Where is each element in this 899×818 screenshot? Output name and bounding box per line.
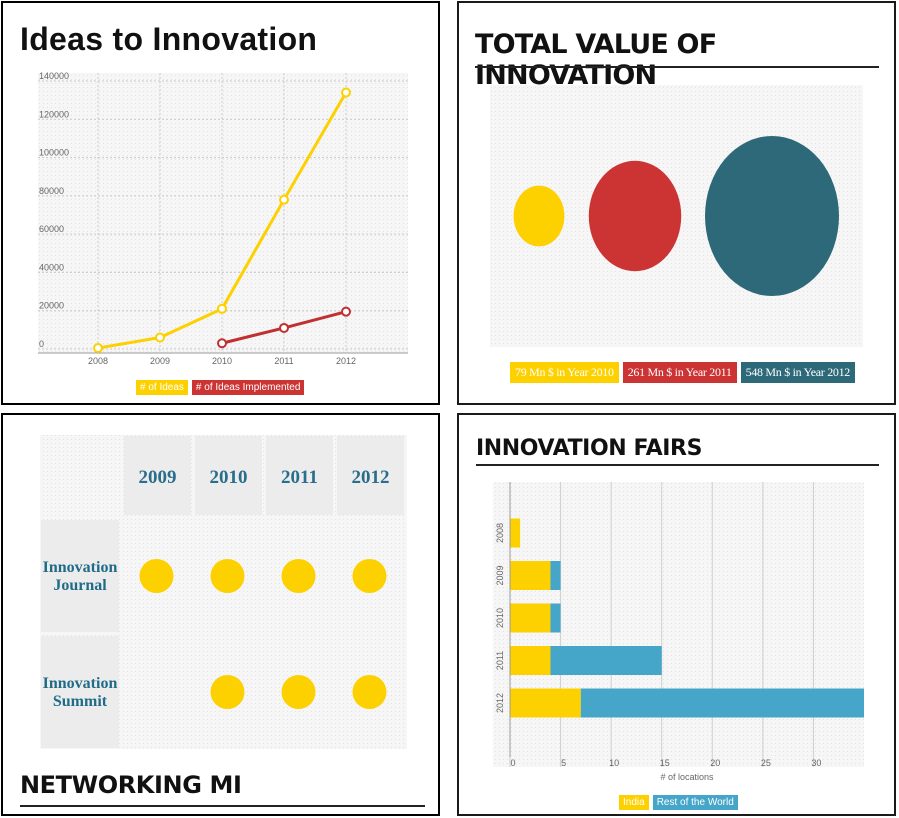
participation-dot xyxy=(352,675,387,709)
x-tick-label: 20 xyxy=(710,758,720,768)
x-tick-label: 15 xyxy=(660,758,670,768)
x-tick-label: 30 xyxy=(811,758,821,768)
y-tick-label: 120000 xyxy=(39,109,69,119)
data-point xyxy=(279,322,289,333)
row-label-line: Innovation xyxy=(43,559,118,576)
participation-dot xyxy=(352,559,387,593)
y-tick-label: 100000 xyxy=(39,148,69,158)
innovation-fairs-panel: INNOVATION FAIRS 0 5 10 15 20 25 30 # of locati… xyxy=(457,413,896,816)
y-tick-label: 20000 xyxy=(39,301,64,311)
legend-value-2010: 79 Mn $ in Year 2010 xyxy=(510,362,619,383)
participation-dot xyxy=(281,675,316,709)
value-bubble-2011 xyxy=(588,160,682,272)
legend-value-2011: 261 Mn $ in Year 2011 xyxy=(622,362,737,383)
value-bubble-chart xyxy=(490,85,863,347)
row-label-line: Innovation xyxy=(43,675,118,692)
x-tick-label: 2009 xyxy=(150,356,170,366)
legend-ideas: # of Ideas xyxy=(136,380,188,395)
y-tick-label: 2008 xyxy=(495,523,505,543)
year-header-cell xyxy=(195,436,262,515)
participation-dot xyxy=(139,559,174,593)
y-tick-label: 60000 xyxy=(39,224,64,234)
x-axis-label: # of locations xyxy=(660,772,714,782)
bar-india-2011 xyxy=(510,646,551,675)
row-label-line: Journal xyxy=(53,577,107,594)
year-header-cell xyxy=(266,436,333,515)
bar-rest-of-world-2011 xyxy=(550,646,662,675)
year-header-cell xyxy=(337,436,404,515)
x-tick-label: 5 xyxy=(561,758,566,768)
bar-rest-of-world-2012 xyxy=(580,688,864,718)
fairs-bar-chart: 0 5 10 15 20 25 30 # of locations 2008 2009 2010 20… xyxy=(493,482,864,782)
x-tick-label: 2010 xyxy=(212,356,232,366)
x-tick-label: 10 xyxy=(609,758,619,768)
data-point xyxy=(279,194,289,205)
data-point xyxy=(341,87,351,98)
title-rule xyxy=(475,66,879,68)
data-point xyxy=(217,303,227,314)
value-bubble-2012 xyxy=(705,136,839,296)
row-label-line: Summit xyxy=(53,693,108,710)
networking-table: 2009 2010 2011 2012InnovationJournalInnovat… xyxy=(40,435,407,749)
x-tick-label: 0 xyxy=(510,758,515,768)
y-tick-label: 40000 xyxy=(39,262,64,272)
year-header-label: 2009 xyxy=(139,467,177,488)
bar-india-2012 xyxy=(510,688,581,718)
year-header-label: 2012 xyxy=(352,467,390,488)
bar-india-2009 xyxy=(510,561,551,590)
y-tick-label: 80000 xyxy=(39,186,64,196)
participation-dot xyxy=(281,559,316,593)
year-header-label: 2010 xyxy=(210,467,248,488)
bar-rest-of-world-2009 xyxy=(550,561,561,590)
data-point xyxy=(93,343,103,354)
x-tick-label: 2008 xyxy=(88,356,108,366)
data-point xyxy=(341,306,351,317)
y-tick-label: 2011 xyxy=(495,651,505,670)
y-tick-label: 0 xyxy=(39,339,44,349)
row-header-cell xyxy=(41,520,119,632)
networking-title: NETWORKING MI xyxy=(20,771,242,799)
y-tick-label: 2009 xyxy=(495,565,505,585)
data-point xyxy=(217,338,227,349)
value-legend: 79 Mn $ in Year 2010 261 Mn $ in Year 20… xyxy=(510,362,855,383)
y-tick-label: 2010 xyxy=(495,608,505,628)
title-rule xyxy=(476,464,879,466)
data-point xyxy=(155,332,165,343)
legend-value-2012: 548 Mn $ in Year 2012 xyxy=(740,362,855,383)
value-bubble-2010 xyxy=(513,185,565,247)
legend-rest-of-world: Rest of the World xyxy=(652,795,738,810)
y-tick-label: 2012 xyxy=(495,693,505,713)
bar-india-2008 xyxy=(510,518,521,548)
y-tick-label: 140000 xyxy=(39,71,69,81)
x-tick-label: 25 xyxy=(761,758,771,768)
fairs-legend: India Rest of the World xyxy=(619,795,738,810)
bar-rest-of-world-2010 xyxy=(550,603,561,633)
ideas-chart-title: Ideas to Innovation xyxy=(20,21,318,57)
year-header-cell xyxy=(124,436,191,515)
x-tick-label: 2012 xyxy=(336,356,356,366)
x-tick-label: 2011 xyxy=(274,356,293,366)
networking-panel: 2009 2010 2011 2012 Innovation Journal Innovat… xyxy=(1,413,440,816)
legend-ideas-implemented: # of Ideas Implemented xyxy=(191,380,305,395)
ideas-line-chart: 0 20000 40000 60000 80000 100000 120000 140000 2… xyxy=(38,71,408,366)
ideas-to-innovation-panel: Ideas to Innovation 0 20000 40000 60000 8000… xyxy=(1,1,440,405)
row-header-cell xyxy=(41,636,119,748)
bar-india-2010 xyxy=(510,603,551,633)
participation-dot xyxy=(210,559,245,593)
year-header-label: 2011 xyxy=(281,467,318,488)
participation-dot xyxy=(210,675,245,709)
fairs-chart-title: INNOVATION FAIRS xyxy=(476,436,703,461)
ideas-legend: # of Ideas # of Ideas Implemented xyxy=(136,380,305,395)
title-rule xyxy=(20,805,425,807)
total-value-panel: TOTAL VALUE OF INNOVATION 79 Mn $ in Yea… xyxy=(457,1,896,405)
legend-india: India xyxy=(619,795,649,810)
